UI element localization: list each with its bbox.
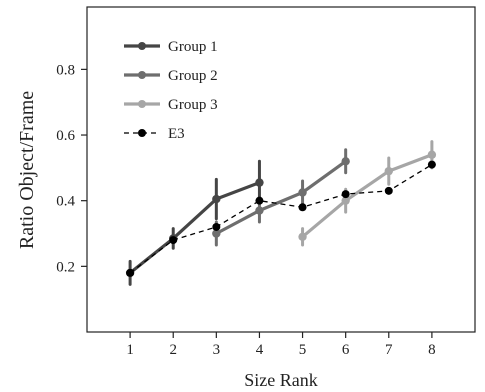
data-point <box>341 196 350 205</box>
x-tick-label: 4 <box>256 342 264 358</box>
tick-marks <box>81 68 433 338</box>
legend-label-group-1: Group 1 <box>168 39 218 55</box>
data-point <box>427 160 436 169</box>
legend-marker-e3 <box>138 129 146 137</box>
series-group-3 <box>298 140 437 247</box>
data-point <box>298 232 307 241</box>
series-e3 <box>126 160 436 277</box>
data-point <box>255 196 264 205</box>
plot-area-border <box>86 6 476 333</box>
data-point <box>212 194 221 204</box>
plot-frame <box>86 6 476 333</box>
series-line <box>301 153 433 239</box>
legend-marker-group-2 <box>138 71 146 79</box>
series-group-2 <box>212 148 350 247</box>
legend-label-group-2: Group 2 <box>168 68 218 84</box>
data-point <box>255 178 264 187</box>
data-point <box>341 190 350 199</box>
x-tick-label: 3 <box>213 342 221 358</box>
x-axis-label: Size Rank <box>244 370 318 390</box>
series-line <box>129 164 433 274</box>
data-point <box>212 229 221 238</box>
series-line <box>129 181 261 275</box>
y-axis-label: Ratio Object/Frame <box>16 91 38 249</box>
x-tick-label: 6 <box>342 342 350 358</box>
y-tick-label: 0.2 <box>56 259 75 275</box>
data-point <box>384 186 393 195</box>
y-tick-label: 0.4 <box>56 194 75 210</box>
x-tick-label: 1 <box>126 342 134 358</box>
data-point <box>298 188 307 197</box>
series-layer <box>125 140 437 286</box>
data-point <box>427 150 437 159</box>
data-point <box>384 166 393 176</box>
data-point <box>212 222 221 231</box>
tick-labels: 1 2 3 4 5 6 7 8 0.2 0.4 0.6 0.8 <box>56 62 435 358</box>
data-point <box>169 236 178 245</box>
x-tick-label: 8 <box>428 342 436 358</box>
legend-label-group-3: Group 3 <box>168 97 218 113</box>
legend-marker-group-1 <box>138 42 146 50</box>
y-tick-label: 0.6 <box>56 128 75 144</box>
series-line <box>215 159 347 235</box>
legend: Group 1 Group 2 Group 3 E3 <box>124 39 218 142</box>
x-tick-label: 2 <box>169 342 177 358</box>
series-group-1 <box>125 159 264 286</box>
x-tick-label: 7 <box>385 342 393 358</box>
data-point <box>126 268 135 277</box>
legend-marker-group-3 <box>138 100 146 108</box>
x-tick-label: 5 <box>299 342 307 358</box>
data-point <box>341 157 350 166</box>
data-point <box>298 203 307 212</box>
data-point <box>255 206 264 215</box>
legend-label-e3: E3 <box>168 126 185 142</box>
y-tick-label: 0.8 <box>56 62 75 78</box>
